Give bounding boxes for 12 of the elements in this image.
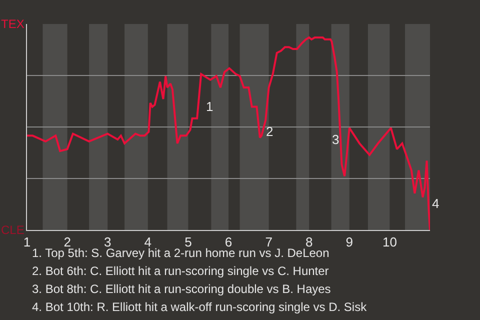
annotation: 4 (432, 196, 440, 211)
annotation: 3 (332, 132, 340, 147)
annotation: 1 (206, 99, 214, 114)
x-tick-label: 9 (346, 234, 354, 250)
x-tick-label: 10 (382, 234, 397, 250)
text: TEX (1, 17, 24, 31)
annotation: 2 (266, 124, 274, 139)
text: 2. Bot 6th: C. Elliott hit a run-scoring single vs C. Hunter (32, 264, 329, 278)
text: 3. Bot 8th: C. Elliott hit a run-scoring double vs B. Hayes (32, 282, 331, 296)
text: 4. Bot 10th: R. Elliott hit a walk-off run-scoring single vs D. Sisk (32, 300, 368, 314)
x-tick-label: 1 (23, 234, 31, 250)
text: CLE (1, 223, 24, 237)
